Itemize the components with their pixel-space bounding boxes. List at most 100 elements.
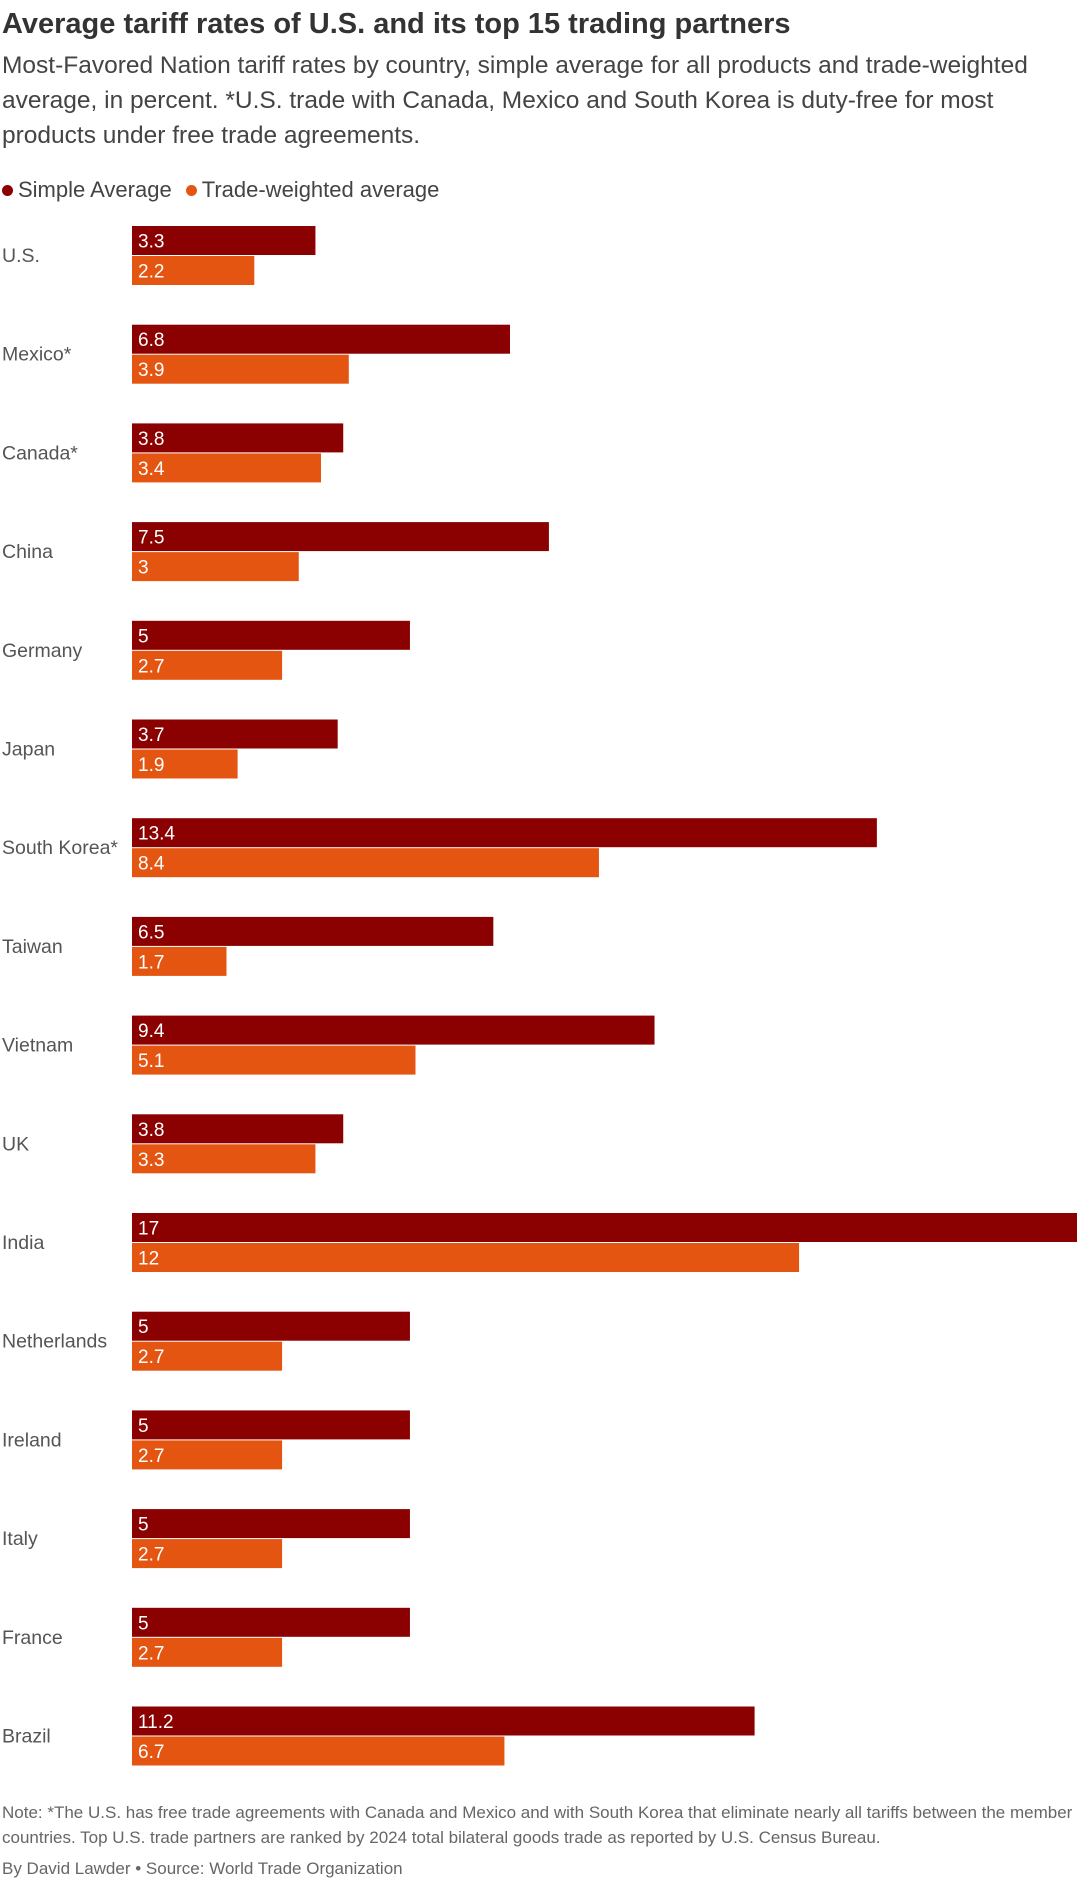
bar-simple-average: [132, 324, 510, 354]
bar-simple-average: [132, 423, 344, 453]
bar-simple-average: [132, 1213, 1077, 1242]
bar-trade-weighted: [132, 1045, 416, 1075]
data-label: 17: [138, 1219, 159, 1240]
legend: Simple Average Trade-weighted average: [2, 176, 453, 204]
data-label: 5: [138, 626, 149, 647]
bar-group: Brazil 11.2 6.7: [2, 1706, 755, 1766]
bar-group: U.S. 3.3 2.2: [2, 226, 316, 285]
chart-source: By David Lawder • Source: World Trade Or…: [2, 1859, 403, 1878]
bar-trade-weighted: [132, 1736, 505, 1766]
legend-item-weighted: Trade-weighted average: [185, 177, 439, 203]
category-label: China: [2, 541, 53, 563]
bar-group: Italy 5 2.7: [2, 1509, 410, 1569]
bar-trade-weighted: [132, 1144, 316, 1174]
bar-group: UK 3.8 3.3: [2, 1114, 344, 1174]
data-label: 2.7: [138, 1446, 164, 1467]
bar-trade-weighted: [132, 256, 255, 285]
bar-simple-average: [132, 1607, 410, 1637]
data-label: 5: [138, 1515, 149, 1536]
bar-trade-weighted: [132, 1440, 283, 1470]
data-label: 11.2: [138, 1712, 174, 1733]
bar-simple-average: [132, 620, 410, 650]
data-label: 3.4: [138, 459, 165, 480]
bar-group: Ireland 5 2.7: [2, 1410, 410, 1470]
data-label: 6.5: [138, 922, 164, 943]
bar-simple-average: [132, 1311, 410, 1341]
data-label: 6.7: [138, 1742, 164, 1763]
bar-simple-average: [132, 916, 494, 946]
category-label: Taiwan: [2, 936, 63, 958]
data-label: 6.8: [138, 330, 164, 351]
bar-trade-weighted: [132, 1637, 283, 1667]
data-label: 1.9: [138, 755, 164, 776]
data-label: 1.7: [138, 952, 164, 973]
bar-group: Mexico* 6.8 3.9: [2, 324, 510, 384]
category-label: Canada*: [2, 442, 78, 464]
category-label: Vietnam: [2, 1035, 73, 1057]
bar-trade-weighted: [132, 354, 349, 384]
data-label: 2.2: [138, 262, 164, 283]
bar-group: Germany 5 2.7: [2, 620, 410, 680]
data-label: 2.7: [138, 1643, 164, 1664]
data-label: 5: [138, 1317, 149, 1338]
category-label: South Korea*: [2, 837, 118, 859]
bar-simple-average: [132, 1410, 410, 1440]
data-label: 2.7: [138, 656, 164, 677]
bar-trade-weighted: [132, 848, 599, 878]
bar-group: Japan 3.7 1.9: [2, 719, 338, 779]
bar-trade-weighted: [132, 453, 321, 483]
category-label: France: [2, 1627, 63, 1649]
legend-label-simple: Simple Average: [18, 177, 172, 202]
bar-trade-weighted: [132, 946, 227, 976]
bar-simple-average: [132, 522, 549, 552]
bar-group: Canada* 3.8 3.4: [2, 423, 344, 483]
category-label: Ireland: [2, 1429, 62, 1451]
category-label: India: [2, 1232, 44, 1254]
legend-swatch-simple: [2, 184, 13, 196]
legend-item-simple: Simple Average: [2, 177, 172, 203]
bar-chart: U.S. 3.3 2.2 Mexico* 6.8 3.9 Canada* 3.8 3.4 Chin…: [2, 226, 1077, 1766]
data-label: 3: [138, 558, 149, 579]
data-label: 2.7: [138, 1347, 164, 1368]
bar-trade-weighted: [132, 552, 299, 582]
data-label: 5: [138, 1416, 149, 1437]
bar-trade-weighted: [132, 1539, 283, 1569]
bar-group: Vietnam 9.4 5.1: [2, 1015, 655, 1075]
chart-note: Note: *The U.S. has free trade agreement…: [2, 1803, 1073, 1847]
category-label: Netherlands: [2, 1331, 107, 1353]
bar-group: China 7.5 3: [2, 522, 549, 582]
data-label: 3.7: [138, 725, 164, 746]
data-label: 3.8: [138, 1120, 164, 1141]
data-label: 3.3: [138, 1150, 164, 1171]
legend-swatch-weighted: [185, 184, 197, 196]
category-label: Germany: [2, 640, 82, 662]
chart-title: Average tariff rates of U.S. and its top…: [2, 8, 791, 40]
bar-group: India 17 12: [2, 1213, 1077, 1272]
bar-simple-average: [132, 1706, 755, 1736]
category-label: Japan: [2, 739, 55, 761]
bar-trade-weighted: [132, 1341, 283, 1371]
bar-trade-weighted: [132, 749, 238, 779]
data-label: 2.7: [138, 1545, 164, 1566]
bar-trade-weighted: [132, 1243, 800, 1272]
data-label: 3.8: [138, 429, 164, 450]
bar-group: Netherlands 5 2.7: [2, 1311, 410, 1371]
category-label: UK: [2, 1133, 29, 1155]
chart-subtitle: Most-Favored Nation tariff rates by coun…: [2, 52, 1028, 149]
bar-simple-average: [132, 1015, 655, 1045]
data-label: 9.4: [138, 1021, 165, 1042]
data-label: 3.9: [138, 360, 164, 381]
data-label: 12: [138, 1249, 159, 1270]
data-label: 8.4: [138, 854, 165, 875]
data-label: 13.4: [138, 824, 175, 845]
data-label: 7.5: [138, 528, 164, 549]
category-label: Brazil: [2, 1726, 51, 1748]
data-label: 5.1: [138, 1051, 164, 1072]
bar-trade-weighted: [132, 650, 283, 680]
bar-simple-average: [132, 1509, 410, 1539]
data-label: 5: [138, 1613, 149, 1634]
category-label: Mexico*: [2, 344, 72, 366]
bar-simple-average: [132, 1114, 344, 1144]
bar-simple-average: [132, 719, 338, 749]
bar-group: France 5 2.7: [2, 1607, 410, 1667]
